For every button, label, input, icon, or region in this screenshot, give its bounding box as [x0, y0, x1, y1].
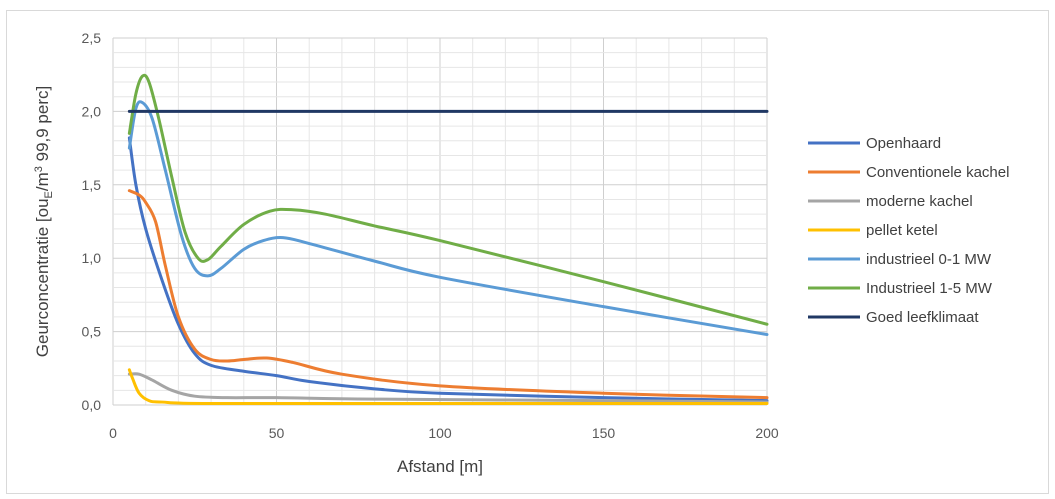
legend-label-moderne-kachel: moderne kachel [866, 193, 973, 210]
tick-labels: 0,0 0,5 1,0 1,5 2,0 2,5 0 50 100 150 200 [82, 30, 779, 441]
x-tick-label: 100 [428, 425, 452, 441]
chart-frame [6, 10, 1049, 494]
x-axis-title: Afstand [m] [397, 457, 483, 476]
grid [112, 37, 768, 406]
y-axis-title-part: Geurconcentratie [ou [33, 198, 52, 357]
x-tick-label: 200 [755, 425, 779, 441]
series-line-pellet-ketel [127, 368, 769, 406]
x-tick-label: 50 [269, 425, 285, 441]
series-line-openhaard [127, 136, 769, 403]
series-line-industrieel-1-5-mw [127, 73, 769, 326]
y-axis-title-part: E [43, 191, 55, 198]
y-tick-label: 0,0 [82, 397, 102, 413]
x-tick-label: 150 [592, 425, 616, 441]
legend-label-industrieel-0-1-mw: industrieel 0-1 MW [866, 251, 992, 268]
y-axis-title-part: 99,9 perc] [33, 86, 52, 166]
y-axis-title: Geurconcentratie [ouE/m3 99,9 perc] [33, 86, 55, 357]
series-line-moderne-kachel [127, 372, 769, 404]
series-lines [127, 73, 769, 406]
y-tick-label: 1,5 [82, 177, 102, 193]
legend-label-goed-leefklimaat: Goed leefklimaat [866, 309, 979, 326]
y-tick-label: 1,0 [82, 250, 102, 266]
legend-label-industrieel-1-5-mw: Industrieel 1-5 MW [866, 280, 993, 297]
y-axis-title-part: 3 [33, 166, 45, 172]
y-tick-label: 0,5 [82, 324, 102, 340]
series-line-industrieel-0-1-mw [127, 100, 769, 337]
x-tick-label: 0 [109, 425, 117, 441]
y-tick-label: 2,5 [82, 30, 102, 46]
legend: Openhaard Conventionele kachel moderne kac… [808, 135, 1009, 326]
legend-label-pellet-ketel: pellet ketel [866, 222, 938, 239]
y-tick-label: 2,0 [82, 103, 102, 119]
legend-label-openhaard: Openhaard [866, 135, 941, 152]
y-axis-title-part: /m [33, 172, 52, 191]
legend-label-conventionele-kachel: Conventionele kachel [866, 164, 1009, 181]
series-line-conventionele-kachel [127, 189, 769, 400]
